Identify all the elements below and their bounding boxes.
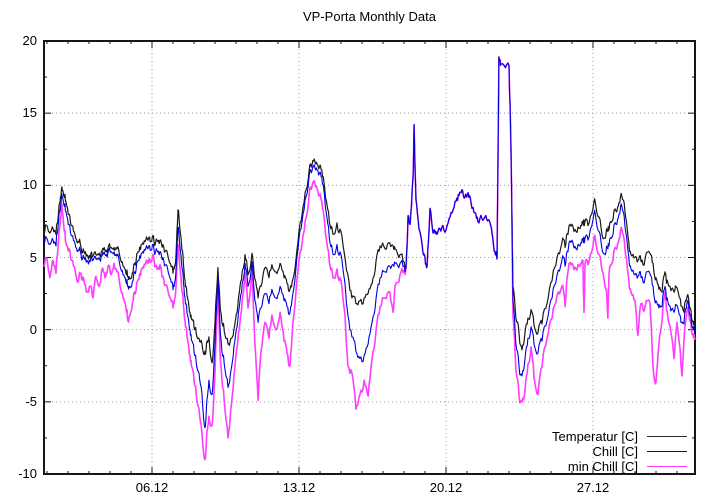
x-tick-label: 27.12 xyxy=(576,480,610,495)
x-tick-label: 06.12 xyxy=(135,480,169,495)
y-tick-label: 15 xyxy=(22,105,37,121)
legend-label-temperatur: Temperatur [C] xyxy=(552,429,638,444)
series-line-temperatur xyxy=(43,56,696,364)
x-tick-label: 13.12 xyxy=(282,480,316,495)
legend-label-chill: Chill [C] xyxy=(592,444,638,459)
legend-entry-temperatur: Temperatur [C] xyxy=(552,429,687,444)
legend-line-sample-min-chill xyxy=(647,466,687,467)
y-tick-label: -5 xyxy=(25,393,37,409)
y-tick-label: 10 xyxy=(22,177,37,193)
y-tick-label: -10 xyxy=(18,466,37,481)
series-line-chill xyxy=(43,56,696,429)
legend-line-sample-chill xyxy=(647,451,687,452)
x-tick-label: 20.12 xyxy=(429,480,463,495)
legend-line-sample-temperatur xyxy=(647,436,687,437)
legend: Temperatur [C] Chill [C] min Chill [C] xyxy=(552,429,687,474)
legend-entry-min-chill: min Chill [C] xyxy=(552,459,687,474)
y-tick-label: 0 xyxy=(29,321,37,337)
series-line-min-chill xyxy=(43,56,696,461)
legend-label-min-chill: min Chill [C] xyxy=(567,459,638,474)
legend-entry-chill: Chill [C] xyxy=(552,444,687,459)
y-tick-label: 20 xyxy=(22,33,37,48)
y-tick-label: 5 xyxy=(29,249,37,265)
plot-border xyxy=(43,40,696,475)
chart-title: VP-Porta Monthly Data xyxy=(303,9,436,24)
